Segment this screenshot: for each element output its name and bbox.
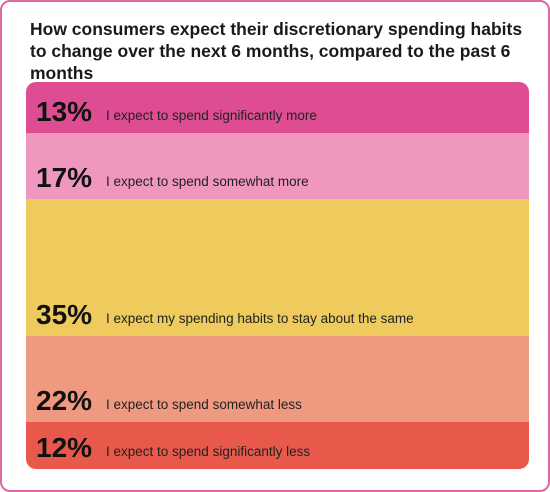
segment-value-label: 12%	[36, 432, 93, 463]
bar-segment: 12% I expect to spend significantly less	[26, 422, 529, 469]
bar-segment: 13% I expect to spend significantly more	[26, 82, 529, 133]
bar-segment: 35% I expect my spending habits to stay a…	[26, 199, 529, 336]
segment-category-label: I expect my spending habits to stay abou…	[106, 311, 414, 326]
chart-title: How consumers expect their discretionary…	[30, 19, 523, 83]
segment-category-label: I expect to spend somewhat more	[106, 174, 309, 189]
segment-value-label: 35%	[36, 299, 93, 330]
bar-segment: 17% I expect to spend somewhat more	[26, 133, 529, 199]
segment-value-label: 17%	[36, 162, 93, 193]
stacked-bar: 13% I expect to spend significantly more 1…	[26, 82, 529, 469]
segment-category-label: I expect to spend significantly less	[106, 444, 311, 459]
segment-value-label: 13%	[36, 96, 93, 127]
segment-value-label: 22%	[36, 385, 93, 416]
segment-category-label: I expect to spend significantly more	[106, 108, 317, 123]
segment-category-label: I expect to spend somewhat less	[106, 397, 302, 412]
bar-segment: 22% I expect to spend somewhat less	[26, 336, 529, 422]
